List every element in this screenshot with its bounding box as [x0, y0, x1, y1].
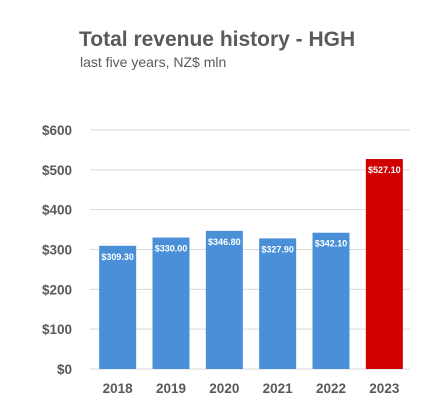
x-tick-label: 2022 [316, 381, 346, 396]
bar [365, 159, 403, 369]
data-label: $327.90 [261, 244, 294, 254]
data-label: $527.10 [368, 165, 401, 175]
bar [312, 232, 350, 369]
y-tick-label: $600 [42, 123, 72, 138]
data-label: $342.10 [315, 239, 348, 249]
y-tick-label: $400 [42, 203, 72, 218]
bar [99, 245, 137, 369]
x-tick-label: 2018 [103, 381, 134, 396]
data-label: $346.80 [208, 237, 241, 247]
y-tick-label: $300 [42, 243, 72, 258]
y-tick-label: $100 [42, 322, 72, 337]
chart-title: Total revenue history - HGH [79, 28, 356, 51]
chart-subtitle: last five years, NZ$ mln [80, 54, 227, 70]
x-tick-label: 2019 [156, 381, 186, 396]
bar [259, 238, 297, 369]
x-tick-label: 2021 [263, 381, 294, 396]
x-tick-label: 2023 [369, 381, 400, 396]
y-tick-label: $0 [57, 362, 72, 377]
y-tick-label: $500 [42, 163, 72, 178]
bar [205, 230, 243, 369]
x-tick-label: 2020 [209, 381, 239, 396]
bar [152, 237, 190, 369]
y-tick-label: $200 [42, 282, 72, 297]
data-label: $309.30 [101, 252, 134, 262]
data-label: $330.00 [155, 244, 188, 254]
